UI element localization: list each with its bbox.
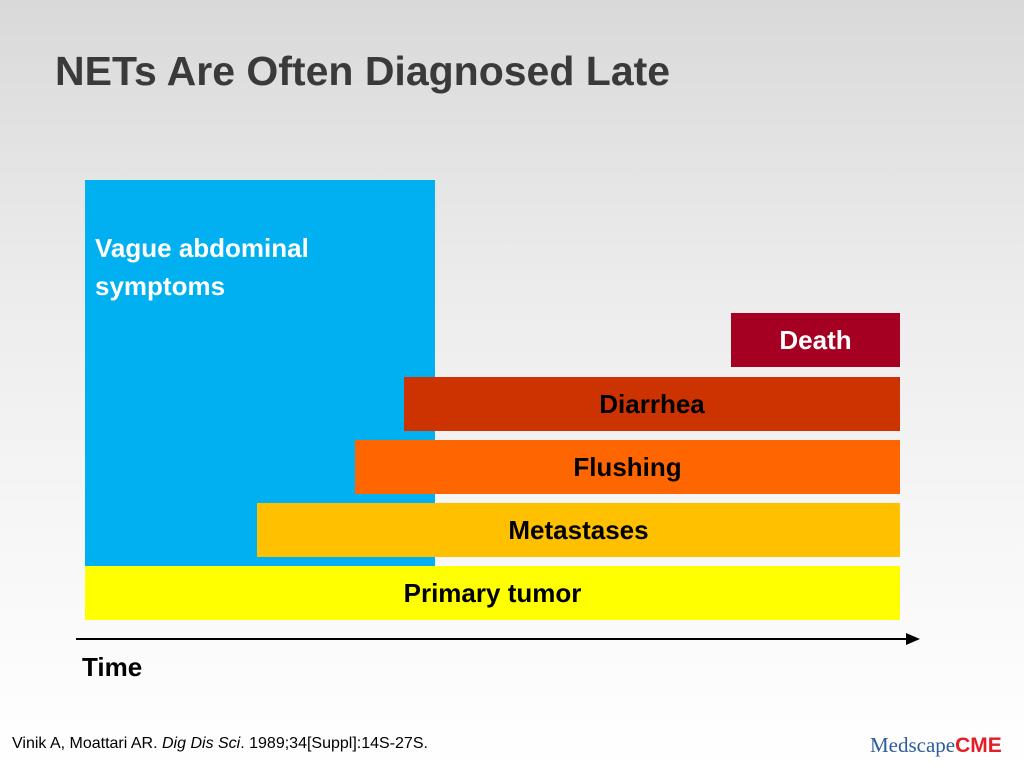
logo-cme: CME [955,734,1002,757]
bar-death: Death [731,313,900,367]
citation-details: . 1989;34[Suppl]:14S-27S. [240,735,428,752]
time-axis-line [76,638,908,640]
bar-primary-label: Primary tumor [403,577,582,608]
time-axis-label: Time [82,652,143,682]
bar-vague-label: Vague abdominal symptoms [95,233,309,301]
bar-diarrhea: Diarrhea [404,377,900,431]
slide-title: NETs Are Often Diagnosed Late [55,48,671,94]
time-axis-arrow-icon [906,633,920,645]
bar-flushing: Flushing [355,440,900,494]
citation-journal: Dig Dis Sci [162,735,241,752]
medscape-cme-logo: MedscapeCME [870,733,1002,758]
bar-primary-tumor: Primary tumor [85,566,900,620]
bar-metastases-label: Metastases [508,514,649,545]
citation: Vinik A, Moattari AR. Dig Dis Sci. 1989;… [12,735,428,753]
citation-authors: Vinik A, Moattari AR. [12,735,162,752]
bar-flushing-label: Flushing [573,451,682,482]
logo-medscape: Medscape [870,733,956,757]
bar-metastases: Metastases [257,503,900,557]
bar-death-label: Death [779,324,852,355]
bar-diarrhea-label: Diarrhea [599,388,705,419]
